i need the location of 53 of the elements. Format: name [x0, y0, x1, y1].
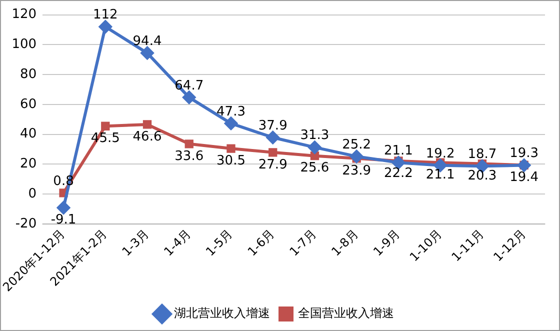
- y-tick-label: 60: [20, 96, 37, 112]
- y-tick-label: 80: [20, 66, 37, 82]
- point: [518, 158, 531, 172]
- x-tick-label: 1-3月: [119, 226, 152, 259]
- x-tick-label: 1-9月: [370, 226, 403, 259]
- y-tick-label: 20: [20, 156, 37, 172]
- point: [140, 46, 154, 60]
- data-label: 21.1: [384, 143, 413, 158]
- data-label: 112: [92, 8, 118, 23]
- x-tick-label: 1-5月: [203, 226, 236, 259]
- point: [57, 201, 70, 214]
- point: [268, 148, 278, 157]
- y-tick-label: 120: [12, 7, 37, 22]
- y-tick-label: 100: [12, 37, 37, 52]
- data-label: 27.9: [258, 157, 288, 172]
- point: [310, 152, 320, 160]
- legend-label: 湖北营业收入增速: [174, 306, 270, 320]
- point: [226, 144, 236, 153]
- data-label: 25.2: [342, 137, 372, 152]
- x-tick-label: 1-6月: [244, 226, 278, 259]
- data-label: 31.3: [300, 128, 330, 144]
- point: [101, 122, 110, 130]
- point: [184, 140, 194, 148]
- point: [98, 20, 112, 34]
- data-label: 46.6: [132, 129, 162, 144]
- data-label: 19.3: [510, 146, 539, 162]
- data-label: 20.3: [468, 168, 497, 184]
- data-label: 33.6: [174, 148, 204, 164]
- data-label: -9.1: [50, 212, 76, 228]
- point: [224, 116, 238, 130]
- legend-label: 全国营业收入增速: [298, 306, 394, 320]
- x-tick-label: 1-4月: [161, 226, 194, 259]
- point: [266, 130, 280, 144]
- x-tick-label: 1-7月: [286, 226, 320, 259]
- x-tick-label: 1-8月: [328, 226, 361, 259]
- data-label: 25.6: [300, 160, 330, 176]
- data-label: 30.5: [216, 153, 246, 168]
- y-tick-label: 0: [28, 186, 37, 202]
- point: [350, 150, 364, 163]
- data-label: 18.7: [468, 147, 497, 162]
- data-label: 19.4: [510, 170, 539, 185]
- data-label: 19.2: [426, 146, 455, 162]
- point: [182, 90, 196, 104]
- y-tick-label: -20: [15, 216, 37, 232]
- data-label: 94.4: [132, 34, 162, 49]
- data-label: 37.9: [258, 118, 288, 134]
- point: [142, 120, 152, 129]
- data-label: 21.1: [426, 167, 455, 182]
- data-label: 22.2: [384, 166, 413, 181]
- data-label: 23.9: [342, 163, 372, 178]
- y-tick-label: 40: [20, 126, 37, 142]
- data-label: 47.3: [216, 104, 246, 120]
- point: [308, 140, 322, 154]
